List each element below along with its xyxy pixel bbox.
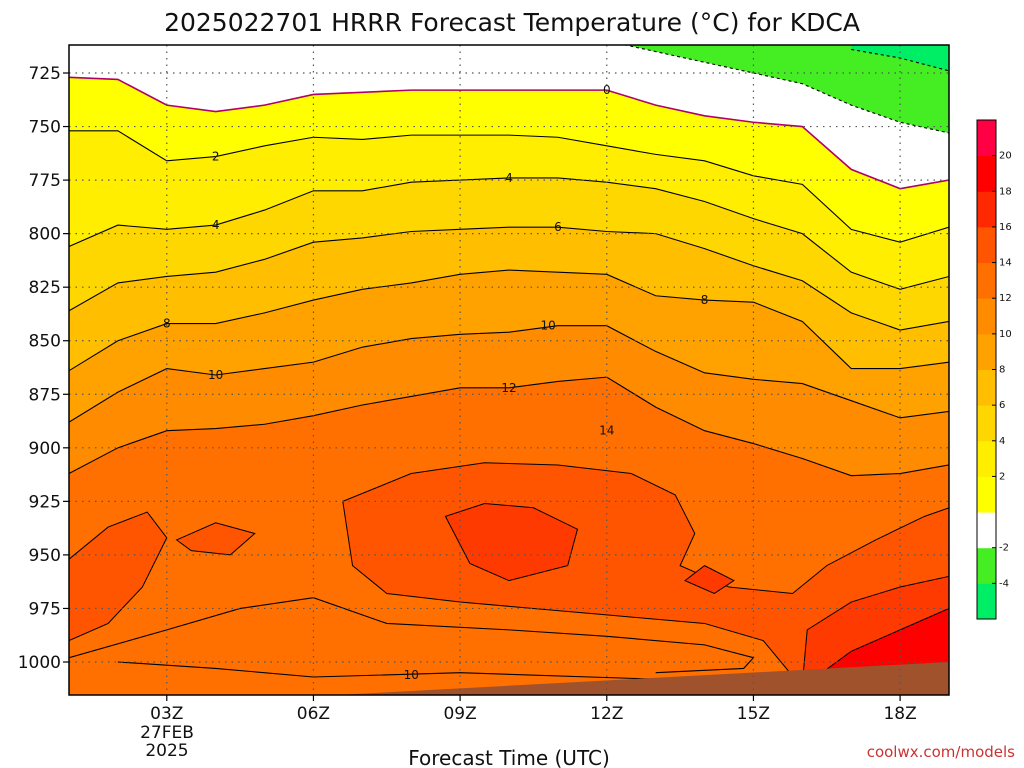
date-label-day: 27FEB bbox=[140, 723, 194, 743]
x-tick-label: 09Z bbox=[443, 704, 476, 724]
isotherm-4 bbox=[69, 177, 949, 290]
isotherm-minus2-1 bbox=[623, 45, 949, 134]
warm-core-16-central bbox=[444, 502, 579, 582]
colorbar-swatch bbox=[977, 405, 996, 442]
y-tick-label: 725 bbox=[29, 64, 61, 84]
temp-band-minus4-minus2 bbox=[167, 40, 265, 41]
colorbar-tick-label: 6 bbox=[999, 400, 1005, 411]
contour-label: 2 bbox=[212, 150, 220, 164]
colorbar-tick-label: 20 bbox=[999, 151, 1012, 162]
contour-label: 8 bbox=[701, 293, 709, 307]
colorbar: -4 -2 2 4 6 8 10 12 14 16 18 20 bbox=[976, 119, 1012, 620]
colorbar-tick-label: 16 bbox=[999, 222, 1012, 233]
colorbar-tick-label: 8 bbox=[999, 365, 1005, 376]
colorbar-swatch bbox=[977, 512, 996, 549]
contour-label: 0 bbox=[603, 83, 611, 97]
contour-label: 4 bbox=[212, 218, 220, 232]
isotherm-10 bbox=[69, 325, 949, 423]
contour-label: 6 bbox=[554, 220, 562, 234]
x-tick-label: 12Z bbox=[590, 704, 623, 724]
isotherm-12 bbox=[69, 376, 949, 477]
colorbar-swatch bbox=[977, 226, 996, 264]
ground-rise bbox=[313, 662, 949, 695]
x-axis-title: Forecast Time (UTC) bbox=[408, 746, 610, 768]
y-tick-label: 850 bbox=[29, 332, 61, 352]
isotherm-12-lower bbox=[69, 597, 755, 674]
y-tick-label: 1000 bbox=[18, 653, 61, 673]
y-tick-label: 775 bbox=[29, 171, 61, 191]
colorbar-tick-label: 14 bbox=[999, 258, 1012, 269]
isotherm-2 bbox=[69, 130, 949, 243]
isotherm-6 bbox=[69, 226, 949, 331]
colorbar-swatch bbox=[977, 369, 996, 406]
x-tick-label: 03Z bbox=[150, 704, 183, 724]
colorbar-swatch bbox=[977, 547, 996, 584]
y-tick-label: 900 bbox=[29, 439, 61, 459]
grid bbox=[69, 45, 949, 695]
colorbar-swatch bbox=[977, 583, 996, 620]
colorbar-swatch bbox=[977, 262, 996, 299]
warm-core-14-west bbox=[69, 511, 168, 642]
x-axis: 03Z 06Z 09Z 12Z 15Z 18Z bbox=[150, 695, 917, 724]
y-tick-label: 800 bbox=[29, 225, 61, 245]
contour-label: 10 bbox=[404, 668, 419, 682]
colorbar-tick-label: 2 bbox=[999, 471, 1005, 482]
colorbar-swatch bbox=[977, 298, 996, 335]
colorbar-swatch bbox=[977, 333, 996, 370]
y-tick-label: 975 bbox=[29, 599, 61, 619]
colorbar-tick-label: 12 bbox=[999, 293, 1012, 304]
y-tick-label: 825 bbox=[29, 278, 61, 298]
colorbar-tick-label: 18 bbox=[999, 186, 1012, 197]
x-tick-label: 18Z bbox=[883, 704, 916, 724]
x-tick-label: 15Z bbox=[737, 704, 770, 724]
plot-frame bbox=[68, 44, 950, 696]
contour-label: 4 bbox=[505, 171, 513, 185]
chart-title: 2025022701 HRRR Forecast Temperature (°C… bbox=[164, 8, 860, 37]
colorbar-tick-label: 10 bbox=[999, 329, 1012, 340]
y-tick-label: 925 bbox=[29, 492, 61, 512]
contour-label: 14 bbox=[599, 424, 614, 438]
contour-label: 8 bbox=[163, 317, 171, 331]
colorbar-swatch bbox=[977, 120, 996, 157]
colorbar-swatch bbox=[977, 191, 996, 228]
y-tick-label: 875 bbox=[29, 385, 61, 405]
temp-band-minus2-0 bbox=[69, 45, 949, 189]
colorbar-tick-label: -2 bbox=[999, 543, 1009, 554]
colorbar-swatch bbox=[977, 155, 996, 192]
plot-area: 0 2 4 4 6 8 8 10 10 12 14 10 bbox=[69, 40, 949, 695]
isotherm-8 bbox=[69, 269, 949, 372]
colorbar-swatch bbox=[977, 476, 996, 513]
y-tick-label: 750 bbox=[29, 118, 61, 138]
colorbar-swatch bbox=[977, 440, 996, 477]
contour-label: 12 bbox=[501, 381, 516, 395]
contour-label: 10 bbox=[208, 368, 223, 382]
colorbar-tick-label: 4 bbox=[999, 436, 1005, 447]
colorbar-tick-label: -4 bbox=[999, 578, 1009, 589]
x-tick-label: 06Z bbox=[297, 704, 330, 724]
credit-text: coolwx.com/models bbox=[867, 743, 1015, 761]
contour-label: 10 bbox=[540, 319, 555, 333]
y-axis: 725 750 775 800 825 850 875 900 925 950 975 1000 bbox=[18, 64, 69, 673]
warm-core-16-small bbox=[684, 565, 735, 595]
y-tick-label: 950 bbox=[29, 546, 61, 566]
isotherm-0 bbox=[69, 76, 949, 190]
warm-core-14-small bbox=[175, 522, 256, 556]
date-label-year: 2025 bbox=[145, 741, 188, 761]
